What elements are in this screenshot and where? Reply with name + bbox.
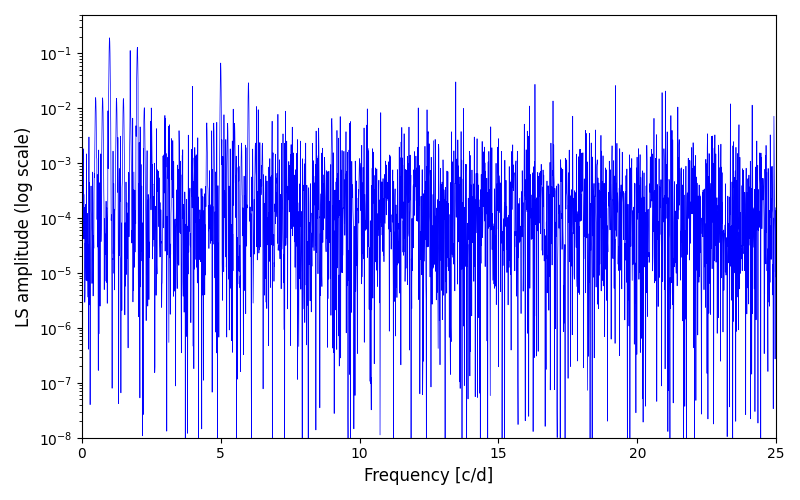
Y-axis label: LS amplitude (log scale): LS amplitude (log scale) bbox=[15, 126, 33, 326]
X-axis label: Frequency [c/d]: Frequency [c/d] bbox=[364, 467, 494, 485]
